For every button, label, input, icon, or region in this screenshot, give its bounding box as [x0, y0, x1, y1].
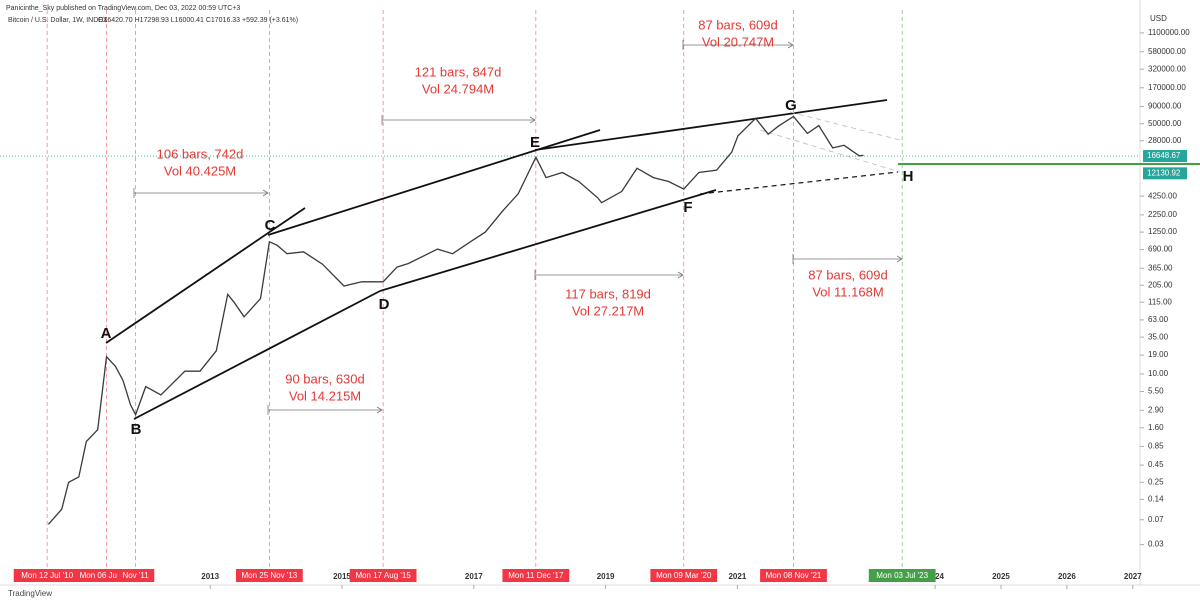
trend-line: [534, 99, 888, 151]
y-tick-label: 50000.00: [1148, 119, 1182, 128]
trend-line: [379, 189, 717, 292]
y-tick-label: 1.60: [1148, 423, 1164, 432]
point-label: H: [903, 168, 914, 185]
x-tick-label: 2027: [1124, 572, 1142, 581]
marker-box: [235, 569, 303, 582]
y-tick-label: 0.45: [1148, 460, 1164, 469]
trend-line: [105, 207, 306, 344]
marker-label: Mon 17 Aug '15: [355, 571, 411, 580]
marker-box: [650, 569, 718, 582]
point-label: E: [530, 134, 540, 151]
marker-box: [349, 569, 417, 582]
x-tick-label: 2019: [597, 572, 615, 581]
measure-arrow: [896, 255, 903, 263]
y-tick-label: 90000.00: [1148, 102, 1182, 111]
y-tick-label: 2250.00: [1148, 210, 1177, 219]
y-tick-label: 365.00: [1148, 263, 1173, 272]
y-tick-label: 115.00: [1148, 297, 1172, 306]
point-label: D: [379, 296, 390, 313]
y-tick-label: 1100000.00: [1148, 28, 1190, 37]
marker-label: Mon 06 Jun '11: [80, 571, 134, 580]
measure-arrow: [787, 41, 794, 49]
price-series: [47, 115, 864, 525]
point-label: B: [131, 421, 142, 438]
y-tick-label: 0.85: [1148, 441, 1164, 450]
y-tick-label: 10.00: [1148, 369, 1169, 378]
y-tick-label: 19.00: [1148, 350, 1169, 359]
point-label: C: [265, 217, 276, 234]
measure-text: 106 bars, 742d: [157, 146, 244, 161]
y-tick-label: 320000.00: [1148, 64, 1186, 73]
trend-line: [699, 171, 899, 195]
symbol: Bitcoin / U.S. Dollar, 1W, INDEX: [8, 17, 108, 24]
y-tick-label: 63.00: [1148, 315, 1169, 324]
ohlc: O16420.70 H17298.93 L16000.41 C17016.33 …: [98, 17, 298, 24]
measure-text: 90 bars, 630d: [285, 371, 365, 386]
price-label: 12130.92: [1147, 168, 1181, 177]
price-label-box: [1143, 167, 1187, 180]
marker-label: Mon 12 Jul '10: [21, 571, 73, 580]
measure-text: Vol 14.215M: [289, 388, 361, 403]
x-tick-label: 2015: [333, 572, 351, 581]
price-label: 16648.67: [1147, 151, 1181, 160]
marker-label: Mon 03 Jul '23: [876, 571, 928, 580]
point-label: A: [101, 325, 112, 342]
x-tick-label: 2017: [465, 572, 483, 581]
trend-line: [789, 111, 901, 141]
price-label-box: [1143, 150, 1187, 163]
y-tick-label: 1250.00: [1148, 227, 1177, 236]
x-tick-label: 2025: [992, 572, 1010, 581]
point-label: F: [683, 199, 692, 216]
x-tick-label: 2026: [1058, 572, 1076, 581]
measure-text: 87 bars, 609d: [698, 17, 778, 32]
marker-box: [116, 569, 155, 582]
marker-box: [502, 569, 570, 582]
brand: TradingView: [8, 589, 52, 598]
y-tick-label: 4250.00: [1148, 191, 1177, 200]
marker-box: [868, 569, 936, 582]
publisher: Panicinthe_Sky published on TradingView.…: [6, 5, 240, 12]
measure-arrow: [376, 406, 383, 414]
y-tick-label: 205.00: [1148, 280, 1173, 289]
measure-text: 87 bars, 609d: [808, 267, 888, 282]
trend-line: [759, 129, 901, 173]
measure-text: 117 bars, 819d: [565, 286, 651, 301]
x-tick-label: 2013: [201, 572, 219, 581]
x-tick-label: 2021: [728, 572, 746, 581]
y-tick-label: 0.25: [1148, 477, 1164, 486]
y-tick-label: 2.90: [1148, 405, 1164, 414]
y-tick-label: 0.14: [1148, 494, 1164, 503]
marker-label: Mon 11 Dec '17: [508, 571, 564, 580]
y-tick-label: 5.50: [1148, 387, 1164, 396]
trend-line: [267, 129, 601, 236]
y-tick-label: 690.00: [1148, 245, 1173, 254]
point-label: G: [785, 97, 797, 114]
marker-label: Nov '11: [122, 571, 149, 580]
marker-label: Mon 09 Mar '20: [656, 571, 712, 580]
y-unit: USD: [1150, 14, 1167, 23]
marker-box: [760, 569, 827, 582]
measure-text: 121 bars, 847d: [415, 64, 502, 79]
marker-label: Mon 25 Nov '13: [241, 571, 297, 580]
y-tick-label: 0.07: [1148, 515, 1164, 524]
trend-line: [133, 290, 381, 420]
measure-arrow: [677, 271, 684, 279]
measure-text: Vol 24.794M: [422, 81, 494, 96]
measure-text: Vol 27.217M: [572, 303, 644, 318]
y-tick-label: 170000.00: [1148, 83, 1186, 92]
measure-text: Vol 20.747M: [702, 34, 774, 49]
marker-label: Mon 08 Nov '21: [766, 571, 822, 580]
y-tick-label: 580000.00: [1148, 47, 1186, 56]
measure-arrow: [262, 189, 269, 197]
y-tick-label: 28000.00: [1148, 136, 1182, 145]
measure-text: Vol 40.425M: [164, 163, 236, 178]
marker-box: [13, 569, 81, 582]
measure-arrow: [529, 116, 536, 124]
measure-text: Vol 11.168M: [812, 284, 883, 299]
y-tick-label: 0.03: [1148, 540, 1164, 549]
y-tick-label: 35.00: [1148, 332, 1169, 341]
